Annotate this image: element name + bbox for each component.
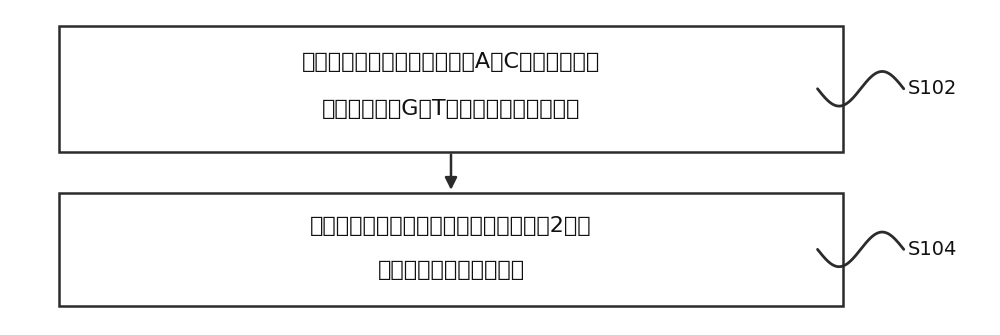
Text: 将多个标签序列中每个位置的A、C砘基替换为同: 将多个标签序列中每个位置的A、C砘基替换为同 [302,52,600,72]
FancyBboxPatch shape [59,193,843,306]
FancyBboxPatch shape [59,26,843,152]
Text: 选取标签序列转换后两两标签序列在大于2个位: 选取标签序列转换后两两标签序列在大于2个位 [310,216,592,236]
Text: S102: S102 [908,79,957,98]
Text: 置有差异的序列进行混库: 置有差异的序列进行混库 [377,260,525,280]
Text: S104: S104 [908,240,957,259]
Text: 一个符号，将G、T砘基替换为另一个符号: 一个符号，将G、T砘基替换为另一个符号 [322,99,580,119]
